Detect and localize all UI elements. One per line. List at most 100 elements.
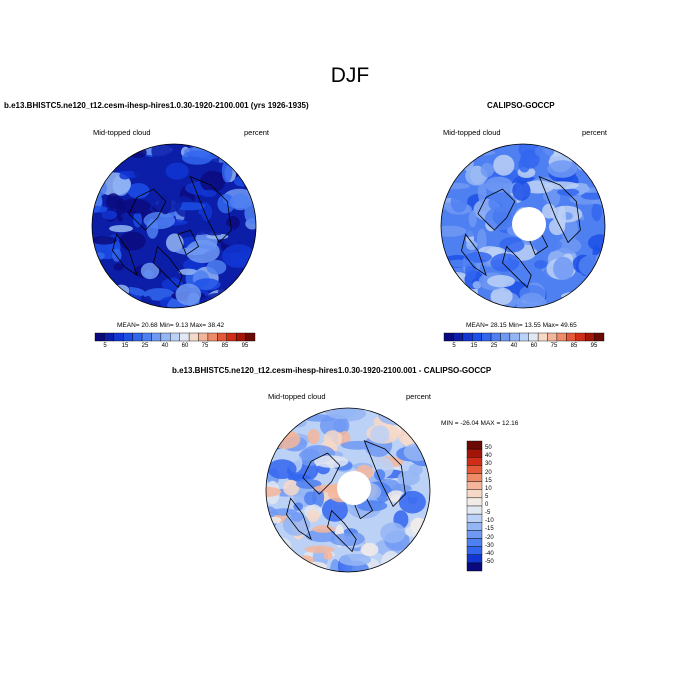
map-field-cell: [266, 536, 292, 555]
map-field-cell: [542, 203, 556, 219]
map-field-cell: [226, 294, 242, 308]
colorbar-swatch: [466, 546, 483, 555]
map-field-cell: [378, 408, 414, 426]
map-boundary: [91, 143, 257, 309]
map-field-cell: [133, 211, 142, 228]
colorbar-tick-label: 5: [103, 343, 107, 349]
map-field-cell: [380, 522, 406, 544]
panel1-title: b.e13.BHISTC5.ne120_t12.cesm-ihesp-hires…: [4, 101, 309, 110]
panel1-left-label: Mid-topped cloud: [93, 128, 151, 137]
map-field-cell: [543, 187, 561, 208]
colorbar-swatch: [198, 332, 209, 342]
map-field-cell: [463, 251, 492, 263]
map-field-cell: [185, 239, 220, 264]
coastline: [153, 245, 183, 289]
map-field-cell: [122, 298, 146, 308]
colorbar-tick-label: 25: [490, 343, 498, 349]
colorbar-tick-label: 15: [485, 477, 492, 484]
panel2-polar-map: [440, 143, 606, 309]
colorbar-swatch: [235, 332, 246, 342]
coastline: [189, 176, 232, 244]
colorbar-swatch: [472, 332, 482, 342]
coastline: [502, 245, 532, 289]
colorbar-tick-label: 75: [550, 343, 558, 349]
colorbar-swatch: [179, 332, 190, 342]
map-field-cell: [115, 144, 132, 150]
map-field-cell: [300, 561, 327, 572]
colorbar-swatch: [188, 332, 199, 342]
coastline: [461, 233, 487, 277]
panel3-polar-map: [265, 407, 431, 573]
map-field-cell: [591, 202, 602, 222]
colorbar-swatch: [466, 465, 483, 474]
colorbar-swatch: [141, 332, 152, 342]
colorbar-swatch: [132, 332, 143, 342]
map-field-cell: [233, 175, 251, 187]
map-field-cell: [452, 290, 464, 308]
map-field-cell: [379, 565, 411, 572]
colorbar-swatch: [466, 513, 483, 523]
map-field-cell: [575, 152, 589, 171]
map-field-cell: [323, 430, 343, 447]
map-field-cell: [222, 244, 255, 268]
map-field-cell: [233, 144, 253, 167]
colorbar-tick-label: -50: [485, 558, 494, 565]
map-field-cell: [269, 430, 301, 449]
map-field-cell: [534, 260, 548, 269]
map-field-cell: [477, 182, 487, 204]
map-field-cell: [578, 254, 605, 278]
map-field-cell: [273, 545, 285, 563]
map-field-cell: [490, 253, 520, 272]
map-field-cell: [267, 459, 297, 479]
map-field-cell: [407, 556, 417, 572]
map-field-cell: [193, 278, 221, 291]
map-field-cell: [397, 470, 420, 486]
map-field-cell: [93, 252, 105, 260]
map-field-cell: [312, 525, 335, 533]
colorbar-tick-label: 95: [590, 343, 598, 349]
map-field-cell: [493, 154, 515, 176]
map-field-cell: [339, 553, 372, 566]
colorbar-tick-label: 15: [121, 343, 129, 349]
panel2-title: CALIPSO-GOCCP: [487, 101, 555, 110]
map-field-cell: [118, 198, 151, 214]
map-field-cell: [512, 180, 531, 201]
map-field-cell: [121, 294, 133, 308]
map-field-cell: [588, 234, 605, 252]
colorbar-swatch: [547, 332, 558, 342]
map-field-cell: [581, 192, 605, 200]
colorbar-swatch: [528, 332, 539, 342]
colorbar-swatch: [113, 332, 124, 342]
colorbar-swatch: [245, 332, 256, 342]
map-field-cell: [307, 429, 320, 445]
colorbar-tick-label: 75: [201, 343, 209, 349]
map-field-cell: [92, 277, 101, 284]
map-field-cell: [340, 440, 375, 450]
colorbar-tick-label: 10: [485, 485, 492, 492]
map-field-cell: [441, 144, 463, 156]
colorbar-tick-label: 40: [161, 343, 169, 349]
colorbar-tick-label: 50: [485, 445, 492, 452]
colorbar-swatch: [466, 530, 483, 539]
colorbar-swatch: [575, 332, 586, 342]
coastline: [538, 176, 581, 244]
map-field-cell: [146, 157, 167, 171]
panel2-colorbar: [443, 332, 605, 342]
map-field-cell: [266, 408, 298, 416]
colorbar-tick-label: 5: [452, 343, 456, 349]
colorbar-tick-label: 85: [221, 343, 229, 349]
map-field-cell: [306, 509, 320, 523]
map-field-cell: [360, 542, 379, 557]
map-field-cell: [217, 225, 233, 234]
map-field-cell: [520, 149, 540, 169]
colorbar-swatch: [466, 448, 483, 458]
colorbar-swatch: [466, 554, 483, 564]
map-field-cell: [304, 491, 317, 506]
coastline: [128, 188, 167, 231]
map-field-cell: [107, 144, 119, 151]
map-field-cell: [101, 210, 118, 220]
colorbar-swatch: [466, 505, 483, 515]
colorbar-tick-label: 40: [510, 343, 518, 349]
colorbar-tick-label: -30: [485, 542, 494, 549]
map-field-cell: [314, 455, 349, 468]
